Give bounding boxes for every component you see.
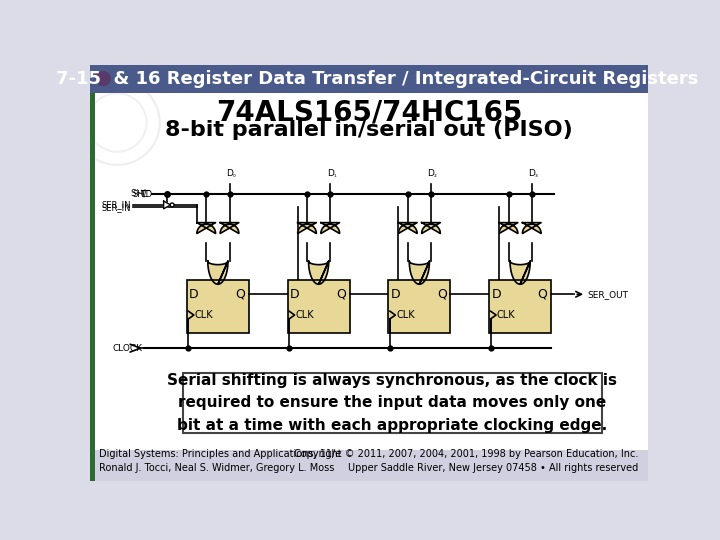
FancyBboxPatch shape: [90, 450, 648, 481]
Text: Serial shifting is always synchronous, as the clock is
required to ensure the in: Serial shifting is always synchronous, a…: [167, 373, 617, 433]
FancyBboxPatch shape: [187, 280, 249, 333]
Polygon shape: [409, 261, 429, 284]
Circle shape: [170, 203, 174, 207]
Polygon shape: [499, 222, 518, 233]
Text: 7-15  & 16 Register Data Transfer / Integrated-Circuit Registers: 7-15 & 16 Register Data Transfer / Integ…: [55, 70, 698, 87]
Text: D: D: [491, 288, 501, 301]
Text: SH/: SH/: [132, 190, 147, 199]
Polygon shape: [220, 222, 239, 233]
Text: ₀: ₀: [233, 172, 235, 178]
Text: SER_IN: SER_IN: [102, 200, 131, 210]
Text: Digital Systems: Principles and Applications, 11/e
Ronald J. Tocci, Neal S. Widm: Digital Systems: Principles and Applicat…: [99, 449, 341, 472]
Text: D: D: [189, 288, 199, 301]
Text: Q: Q: [235, 288, 246, 301]
Text: SER_IN: SER_IN: [102, 202, 131, 212]
Text: SER_OUT: SER_OUT: [588, 290, 629, 299]
Text: D: D: [390, 288, 400, 301]
Text: Q: Q: [538, 288, 547, 301]
FancyBboxPatch shape: [90, 65, 648, 92]
FancyBboxPatch shape: [183, 373, 601, 433]
Polygon shape: [208, 261, 228, 284]
Text: D: D: [428, 169, 434, 178]
Text: 74ALS165/74HC165: 74ALS165/74HC165: [216, 98, 522, 126]
Text: CLK: CLK: [497, 310, 516, 320]
FancyBboxPatch shape: [287, 280, 350, 333]
Polygon shape: [523, 222, 541, 233]
Text: Q: Q: [336, 288, 346, 301]
Polygon shape: [163, 201, 171, 209]
Text: D: D: [528, 169, 535, 178]
Polygon shape: [510, 261, 530, 284]
Text: ₁: ₁: [333, 172, 336, 178]
FancyBboxPatch shape: [90, 92, 96, 481]
Text: D: D: [289, 288, 300, 301]
FancyBboxPatch shape: [388, 280, 451, 333]
FancyBboxPatch shape: [489, 280, 551, 333]
Polygon shape: [197, 222, 215, 233]
Text: CLK: CLK: [194, 310, 213, 320]
Polygon shape: [422, 222, 441, 233]
Polygon shape: [297, 222, 316, 233]
Text: SH/: SH/: [130, 189, 145, 198]
Text: D: D: [226, 169, 233, 178]
Text: LD: LD: [141, 190, 152, 199]
Text: Copyright © 2011, 2007, 2004, 2001, 1998 by Pearson Education, Inc.
Upper Saddle: Copyright © 2011, 2007, 2004, 2001, 1998…: [294, 449, 639, 472]
Text: CLK: CLK: [396, 310, 415, 320]
Polygon shape: [309, 261, 329, 284]
Text: Q: Q: [437, 288, 447, 301]
FancyBboxPatch shape: [96, 92, 648, 450]
Circle shape: [96, 72, 110, 86]
Text: LD: LD: [134, 189, 145, 198]
Text: ₃: ₃: [535, 172, 538, 178]
Text: D: D: [327, 169, 333, 178]
Text: CLK: CLK: [295, 310, 314, 320]
Text: ₂: ₂: [434, 172, 437, 178]
Text: 8-bit parallel in/serial out (PISO): 8-bit parallel in/serial out (PISO): [165, 120, 573, 140]
Text: CLOCK: CLOCK: [113, 343, 143, 353]
Polygon shape: [398, 222, 417, 233]
Polygon shape: [321, 222, 340, 233]
